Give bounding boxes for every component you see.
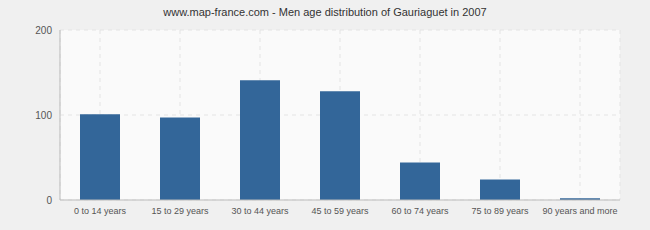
svg-text:60 to 74 years: 60 to 74 years bbox=[391, 206, 449, 216]
svg-text:90 years and more: 90 years and more bbox=[542, 206, 617, 216]
svg-text:0 to 14 years: 0 to 14 years bbox=[74, 206, 127, 216]
html-text:www.map-france.com - Men age d: www.map-france.com - Men age distributio… bbox=[163, 6, 487, 18]
svg-text:45 to 59 years: 45 to 59 years bbox=[311, 206, 369, 216]
svg-text:100: 100 bbox=[35, 110, 52, 121]
svg-text:75 to 89 years: 75 to 89 years bbox=[471, 206, 529, 216]
svg-text:0: 0 bbox=[46, 195, 52, 206]
svg-text:200: 200 bbox=[35, 25, 52, 36]
svg-text:30 to 44 years: 30 to 44 years bbox=[231, 206, 289, 216]
svg-text:15 to 29 years: 15 to 29 years bbox=[151, 206, 209, 216]
